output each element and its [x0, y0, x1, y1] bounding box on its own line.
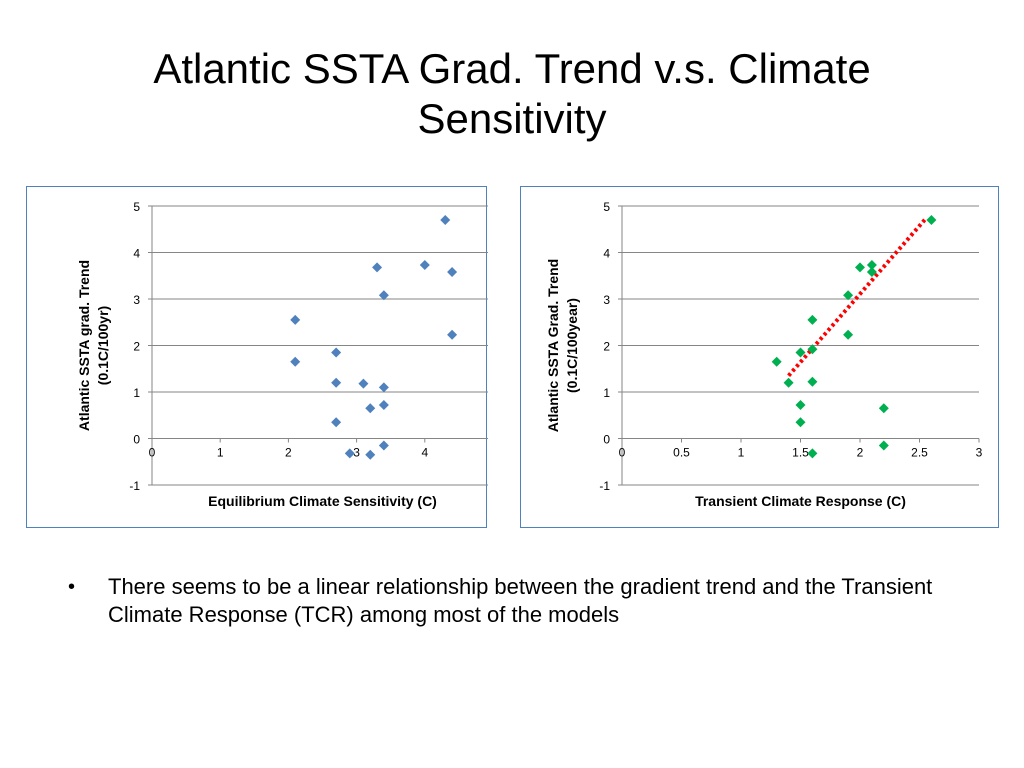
chart-1-y-tick-label-0: -1	[129, 479, 140, 493]
chart-2-data-point-3	[795, 400, 806, 411]
chart-2-data-point-9	[843, 290, 854, 301]
chart-2-y-tick-label-5: 4	[603, 247, 610, 261]
slide-title: Atlantic SSTA Grad. Trend v.s. Climate S…	[62, 44, 962, 144]
chart-1-x-tick-label-3: 3	[353, 446, 360, 460]
chart-1-data-point-14	[419, 260, 430, 271]
chart-2-data-point-0	[771, 356, 782, 367]
chart-2-y-tick-label-1: 0	[603, 433, 610, 447]
chart-1-data-point-6	[358, 378, 369, 389]
chart-1-y-tick-label-4: 3	[133, 293, 140, 307]
chart-2-x-tick-label-1: 0.5	[673, 446, 690, 460]
chart-1-data-point-16	[447, 267, 458, 278]
chart-1-data-point-3	[331, 377, 342, 388]
chart-1-data-point-7	[365, 403, 376, 414]
chart-2-data-point-15	[878, 440, 889, 451]
chart-1-x-axis-title: Equilibrium Climate Sensitivity (C)	[208, 493, 437, 509]
chart-2-y-tick-label-4: 3	[603, 293, 610, 307]
chart-2-x-tick-label-2: 1	[738, 446, 745, 460]
chart-1-data-point-17	[447, 329, 458, 340]
chart-1-data-point-4	[331, 417, 342, 428]
bullet-text: There seems to be a linear relationship …	[108, 574, 933, 627]
chart-1-data-point-1	[290, 356, 301, 367]
chart-2-trendline	[787, 217, 927, 378]
chart-1-y-tick-label-1: 0	[133, 433, 140, 447]
chart-2-y-tick-label-2: 1	[603, 386, 610, 400]
bullet-marker: •	[68, 576, 76, 598]
chart-2-data-point-1	[783, 377, 794, 388]
chart-1-y-tick-label-3: 2	[133, 340, 140, 354]
equilibrium-sensitivity-chart: -1012345012345Equilibrium Climate Sensit…	[26, 186, 488, 528]
chart-2-data-point-16	[926, 214, 937, 225]
chart-2-x-axis-title: Transient Climate Response (C)	[695, 493, 906, 509]
chart-1-x-tick-label-4: 4	[421, 446, 428, 460]
chart-2-y-tick-label-6: 5	[603, 200, 610, 214]
chart-1-data-point-9	[372, 262, 383, 273]
chart-2-data-point-14	[878, 403, 889, 414]
chart-1-data-point-10	[378, 290, 389, 301]
chart-1-y-tick-label-5: 4	[133, 247, 140, 261]
chart-1-x-tick-label-1: 1	[217, 446, 224, 460]
chart-2-data-point-11	[855, 262, 865, 273]
chart-2-data-point-4	[795, 417, 806, 428]
equilibrium-sensitivity-scatter-plot: -1012345012345Equilibrium Climate Sensit…	[76, 200, 488, 509]
chart-1-data-point-11	[378, 382, 389, 393]
chart-2-x-tick-label-5: 2.5	[911, 446, 928, 460]
chart-2-y-tick-label-0: -1	[599, 479, 610, 493]
chart-2-data-point-5	[807, 314, 818, 325]
chart-2-y-axis-title-line-1: Atlantic SSTA Grad. Trend	[545, 259, 561, 432]
chart-2-data-point-6	[807, 344, 818, 355]
chart-1-x-tick-label-0: 0	[149, 446, 156, 460]
transient-response-scatter-plot: -1 0 1 2 3 4 5 0 0.5 1 1.5 2 2.5 3 Transient Climate R…	[545, 200, 983, 509]
chart-2-y-tick-label-3: 2	[603, 340, 610, 354]
chart-2-x-tick-label-4: 2	[857, 446, 864, 460]
chart-2-y-axis-title-line-2: (0.1C/100year)	[564, 298, 580, 393]
chart-1-data-point-8	[365, 449, 376, 460]
chart-1-y-tick-label-6: 5	[133, 200, 140, 214]
chart-2-x-tick-label-3: 1.5	[792, 446, 809, 460]
chart-1-y-tick-label-2: 1	[133, 386, 140, 400]
transient-response-chart: -1 0 1 2 3 4 5 0 0.5 1 1.5 2 2.5 3 Transient Climate R…	[520, 186, 999, 528]
chart-2-data-point-2	[795, 347, 806, 358]
chart-1-x-tick-label-2: 2	[285, 446, 292, 460]
chart-1-y-axis-title-line-1: Atlantic SSTA grad. Trend	[76, 260, 92, 431]
chart-1-data-point-15	[440, 214, 451, 225]
chart-2-data-point-10	[843, 329, 854, 340]
chart-1-data-point-12	[378, 400, 389, 411]
chart-2-data-point-8	[807, 448, 818, 459]
bullet-item: • There seems to be a linear relationshi…	[68, 573, 998, 629]
chart-1-data-point-13	[378, 440, 389, 451]
slide-title-line-1: Atlantic SSTA Grad. Trend v.s. Climate	[153, 45, 871, 92]
slide-title-line-2: Sensitivity	[417, 95, 607, 142]
chart-2-x-tick-label-6: 3	[976, 446, 983, 460]
chart-1-data-point-0	[290, 314, 301, 325]
chart-1-data-point-2	[331, 347, 342, 358]
chart-2-data-point-13	[866, 267, 877, 278]
chart-2-data-point-12	[866, 260, 877, 271]
chart-1-data-point-5	[344, 448, 355, 459]
chart-1-y-axis-title-line-2: (0.1C/100yr)	[95, 306, 111, 385]
chart-2-data-point-7	[807, 376, 818, 387]
chart-2-x-tick-label-0: 0	[619, 446, 626, 460]
